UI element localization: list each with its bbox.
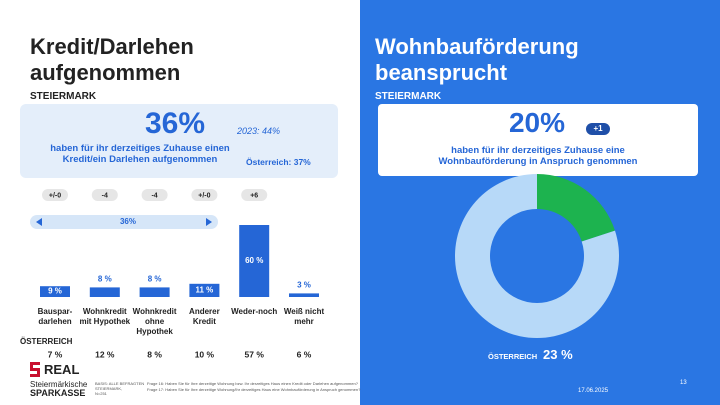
change-label: +/-0 xyxy=(49,192,61,199)
donut-segment xyxy=(537,174,615,242)
change-label: +/-0 xyxy=(198,192,210,199)
austria-value: 10 % xyxy=(195,349,215,359)
bar xyxy=(189,283,220,297)
austria-label: ÖSTERREICH xyxy=(488,352,538,361)
description: haben für ihr derzeitiges Zuhause eine W… xyxy=(438,145,638,168)
category-label: Weiß nicht mehr xyxy=(283,307,325,326)
bracket xyxy=(30,215,218,229)
bar xyxy=(40,286,70,297)
value-label: 11 % xyxy=(196,286,214,295)
logo-line: SPARKASSE xyxy=(30,388,86,398)
donut-segment xyxy=(455,173,619,338)
austria-value: 7 % xyxy=(48,349,63,359)
austria-value: 12 % xyxy=(95,349,115,359)
region: STEIERMARK xyxy=(30,91,97,102)
austria-value: 57 % xyxy=(245,349,265,359)
austria: Österreich: 37% xyxy=(246,157,311,167)
category-label: Bauspar- darlehen xyxy=(37,307,73,326)
change-pill xyxy=(42,189,68,201)
value-label: 8 % xyxy=(148,275,162,284)
basis: BASIS: ALLE BEFRAGTEN STEIERMARK, N=251 xyxy=(95,381,145,396)
category-label: Wohnkredit mit Hypothek xyxy=(79,307,131,326)
value-label: 8 % xyxy=(98,275,112,284)
title: Wohnbauförderung beansprucht xyxy=(375,34,579,85)
question: Frage 16: Haben Sie für Ihre derzeitige … xyxy=(147,381,358,386)
change-label: -4 xyxy=(102,192,108,199)
headline: 20% xyxy=(508,107,566,138)
question: Frage 17: Haben Sie für Ihre derzeitige … xyxy=(147,387,361,392)
headline-box xyxy=(20,104,338,178)
title: Kredit/Darlehen aufgenommen xyxy=(30,34,194,85)
change-pill xyxy=(241,189,268,201)
austria-value: 23 % xyxy=(543,347,573,362)
change-label: +6 xyxy=(250,192,258,199)
date: 17.06.2025 xyxy=(578,388,609,394)
change-label: -4 xyxy=(151,192,157,199)
austria-value: 6 % xyxy=(297,349,312,359)
value-label: 3 % xyxy=(297,281,311,290)
change-pill xyxy=(586,123,610,135)
headline: 36% xyxy=(144,107,206,140)
bracket-label: 36% xyxy=(119,217,136,226)
logo-line: Steiermärkische xyxy=(30,380,88,389)
change: +1 xyxy=(593,124,603,133)
logo-icon xyxy=(30,362,40,377)
headline-box xyxy=(378,104,698,176)
category-label: Wohnkredit ohne Hypothek xyxy=(132,307,177,336)
value-label: 60 % xyxy=(245,256,263,265)
value-label: 9 % xyxy=(48,287,62,296)
bar xyxy=(239,225,270,297)
description: haben für ihr derzeitiges Zuhause einen … xyxy=(50,143,230,166)
change-pill xyxy=(91,189,118,201)
logo-mark: REAL xyxy=(44,362,80,377)
category-label: Anderer Kredit xyxy=(189,307,220,326)
austria-label: ÖSTERREICH xyxy=(20,337,73,346)
region: STEIERMARK xyxy=(375,91,442,102)
bar xyxy=(89,287,120,297)
bar xyxy=(139,287,170,297)
previous: 2023: 44% xyxy=(237,126,281,136)
austria-value: 8 % xyxy=(147,349,162,359)
category-label: Weder-noch xyxy=(231,307,278,316)
change-pill xyxy=(191,189,218,201)
change-pill xyxy=(141,189,168,201)
bar xyxy=(289,293,319,297)
page-number: 13 xyxy=(680,380,687,386)
